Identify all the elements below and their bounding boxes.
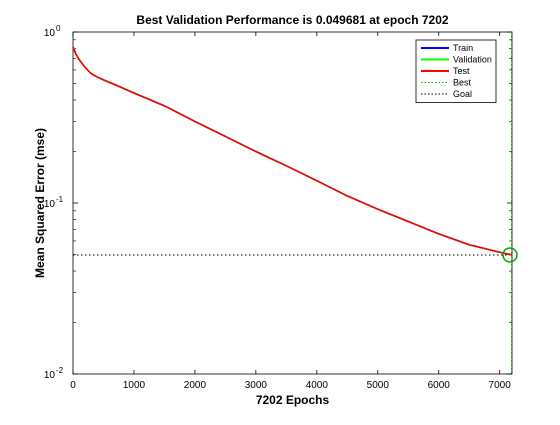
y-tick-label-base: 10 — [44, 370, 56, 381]
legend-label-best: Best — [453, 78, 472, 88]
x-tick-label: 1000 — [123, 380, 146, 391]
legend-label-goal: Goal — [453, 89, 472, 99]
x-tick-label: 2000 — [184, 380, 207, 391]
legend-label-test: Test — [453, 66, 470, 76]
y-tick-label-exponent: -2 — [56, 366, 64, 375]
x-axis-label: 7202 Epochs — [256, 393, 330, 407]
y-axis-label: Mean Squared Error (mse) — [33, 128, 47, 278]
best-point-marker — [502, 247, 518, 263]
y-tick-label-exponent: 0 — [56, 24, 61, 33]
x-tick-label: 4000 — [306, 380, 329, 391]
x-tick-label: 7000 — [489, 380, 512, 391]
legend-label-validation: Validation — [453, 55, 492, 65]
series-lines — [72, 32, 518, 374]
y-tick-label-base: 10 — [44, 28, 56, 39]
chart-title: Best Validation Performance is 0.049681 … — [136, 13, 448, 27]
y-tick-label: 10 -1 — [44, 195, 64, 210]
legend-label-train: Train — [453, 43, 473, 53]
series-line-test — [72, 46, 513, 256]
y-tick-label-base: 10 — [44, 199, 56, 210]
x-tick-label: 0 — [70, 380, 76, 391]
x-tick-label: 5000 — [367, 380, 390, 391]
y-tick-label-exponent: -1 — [56, 195, 64, 204]
y-tick-label: 10 -2 — [44, 366, 64, 381]
x-tick-label: 3000 — [245, 380, 268, 391]
x-tick-label: 6000 — [428, 380, 451, 391]
y-tick-label: 10 0 — [44, 24, 61, 39]
